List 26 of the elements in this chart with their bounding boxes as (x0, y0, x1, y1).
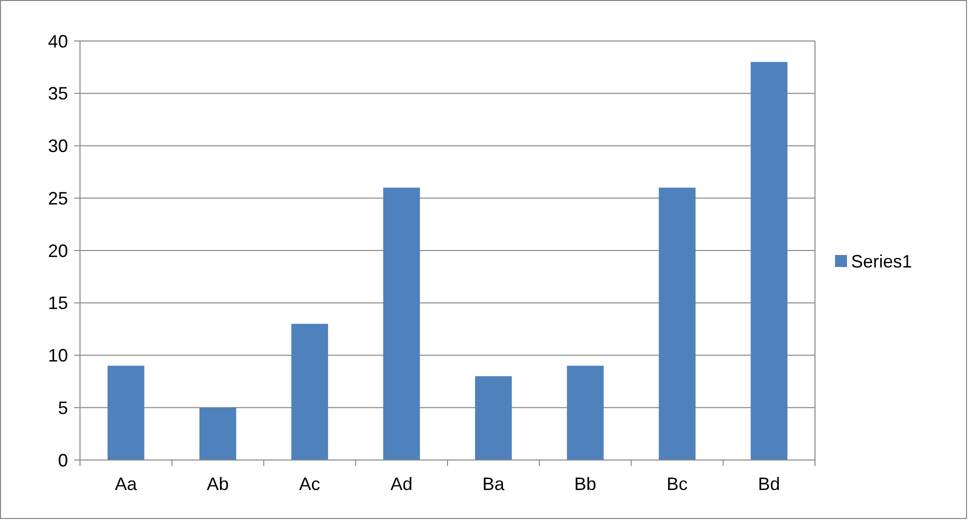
y-tick-label: 20 (48, 240, 68, 261)
bar (108, 366, 144, 460)
bar (199, 408, 236, 460)
bar (475, 376, 512, 460)
bar (291, 324, 328, 460)
y-tick-label: 40 (48, 31, 68, 52)
y-tick-label: 10 (48, 346, 68, 366)
y-tick-label: 5 (58, 398, 68, 418)
x-tick-label: Aa (114, 474, 138, 494)
y-tick-label: 30 (48, 136, 68, 156)
y-tick-label: 35 (48, 84, 68, 104)
x-tick-label: Bc (666, 474, 688, 494)
bar (566, 366, 604, 460)
x-tick-label: Bd (758, 474, 780, 494)
bar (383, 188, 420, 460)
y-tick-label: 25 (48, 188, 68, 208)
x-tick-label: Ab (206, 474, 229, 494)
bar (750, 62, 788, 460)
x-tick-label: Ba (482, 474, 506, 494)
y-tick-label: 0 (58, 450, 68, 470)
x-tick-label: Ac (299, 474, 320, 494)
x-tick-label: Bb (574, 474, 596, 494)
bar (658, 188, 696, 460)
legend-label: Series1 (851, 251, 912, 272)
y-tick-label: 15 (48, 293, 68, 314)
x-tick-label: Ad (390, 474, 413, 494)
